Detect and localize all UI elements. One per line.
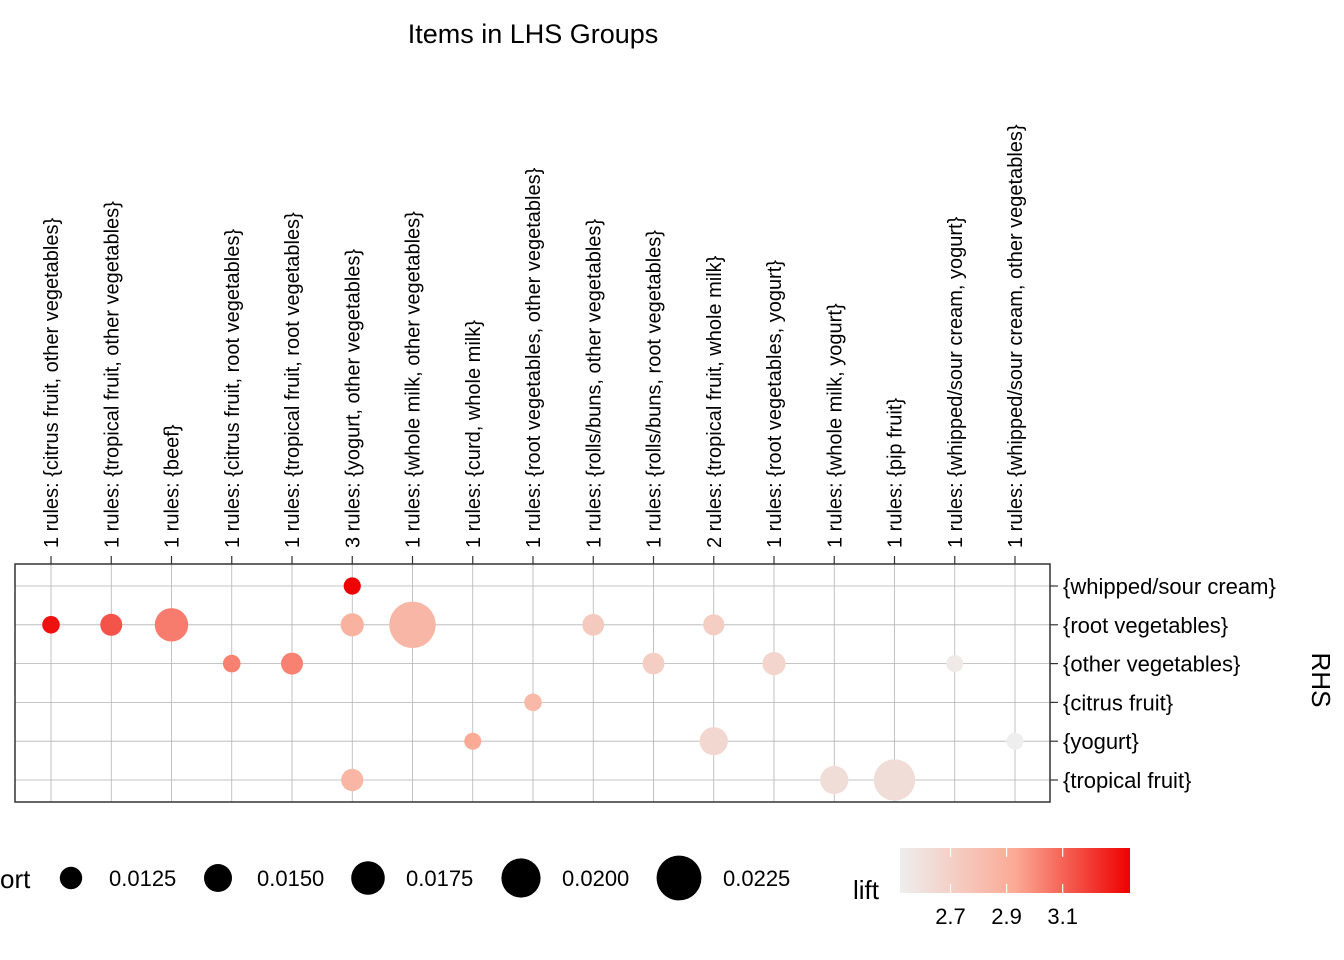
rule-point [222, 654, 241, 673]
rule-point [464, 732, 482, 750]
lhs-labels: 1 rules: {citrus fruit, other vegetables… [41, 124, 1027, 564]
size-legend: ort 0.0125 0.0150 0.0175 0.0200 0.0225 [0, 855, 790, 901]
rule-point [524, 693, 542, 712]
lhs-group-label: 1 rules: {rolls/buns, other vegetables} [583, 219, 605, 548]
size-legend-label: 0.0175 [406, 866, 473, 891]
plot-panel-border [14, 563, 1051, 803]
rhs-item-label: {root vegetables} [1063, 613, 1228, 638]
lhs-group-label: 1 rules: {root vegetables, other vegetab… [523, 167, 545, 548]
rule-point [281, 652, 303, 675]
size-legend-key [501, 858, 541, 898]
lhs-group-label: 1 rules: {whole milk, other vegetables} [403, 211, 425, 548]
color-legend: lift 2.7 2.9 3.1 [853, 848, 1130, 929]
lhs-group-label: 1 rules: {root vegetables, yogurt} [764, 260, 786, 548]
rule-point [100, 613, 123, 636]
rule-point [873, 759, 916, 801]
data-points [42, 577, 1024, 801]
color-legend-label: 2.7 [935, 904, 966, 929]
rule-point [389, 601, 436, 648]
lhs-group-label: 1 rules: {whipped/sour cream, other vege… [1005, 124, 1027, 548]
lhs-group-label: 1 rules: {citrus fruit, other vegetables… [41, 218, 63, 548]
size-legend-key [351, 861, 385, 895]
rule-point [340, 613, 364, 637]
lhs-group-label: 1 rules: {whipped/sour cream, yogurt} [945, 216, 967, 548]
size-legend-label: 0.0125 [109, 866, 176, 891]
lhs-group-label: 1 rules: {tropical fruit, other vegetabl… [101, 201, 123, 548]
size-legend-key [59, 866, 83, 890]
lhs-group-label: 1 rules: {curd, whole milk} [463, 320, 485, 548]
rule-point [820, 765, 849, 795]
lhs-group-label: 1 rules: {rolls/buns, root vegetables} [644, 230, 666, 548]
size-legend-label: 0.0225 [723, 866, 790, 891]
rhs-item-label: {citrus fruit} [1063, 690, 1173, 715]
rule-point [642, 652, 665, 675]
rule-point [1006, 732, 1024, 750]
size-legend-key [656, 855, 702, 901]
color-legend-label: 3.1 [1047, 904, 1078, 929]
lhs-group-label: 1 rules: {pip fruit} [885, 398, 907, 548]
size-legend-label: 0.0150 [257, 866, 324, 891]
size-legend-key [204, 864, 232, 892]
lhs-group-label: 1 rules: {tropical fruit, root vegetable… [282, 212, 304, 548]
lhs-group-label: 1 rules: {whole milk, yogurt} [824, 303, 846, 548]
color-legend-title: lift [853, 875, 880, 905]
lhs-group-label: 1 rules: {beef} [162, 424, 184, 548]
rule-point [582, 613, 605, 636]
rule-point [946, 655, 964, 673]
lhs-group-label: 1 rules: {citrus fruit, root vegetables} [222, 229, 244, 548]
rhs-item-label: {whipped/sour cream} [1063, 574, 1276, 599]
rule-point [703, 614, 725, 636]
lhs-group-label: 3 rules: {yogurt, other vegetables} [342, 249, 364, 548]
color-legend-bar [900, 848, 1130, 893]
chart-title: Items in LHS Groups [408, 19, 659, 49]
rhs-labels: {whipped/sour cream} {root vegetables} {ot… [1050, 574, 1276, 793]
y-axis-title: RHS [1306, 653, 1336, 708]
rule-point [343, 577, 361, 595]
rhs-item-label: {yogurt} [1063, 729, 1139, 754]
color-legend-label: 2.9 [991, 904, 1022, 929]
rhs-item-label: {other vegetables} [1063, 652, 1240, 677]
rule-point [699, 727, 728, 756]
rule-point [341, 768, 364, 792]
rule-point [762, 652, 786, 676]
rule-point [154, 608, 189, 642]
lhs-group-label: 2 rules: {tropical fruit, whole milk} [704, 255, 726, 548]
size-legend-label: 0.0200 [562, 866, 629, 891]
size-legend-title: ort [0, 864, 31, 894]
rhs-item-label: {tropical fruit} [1063, 768, 1191, 793]
rule-point [42, 616, 60, 634]
